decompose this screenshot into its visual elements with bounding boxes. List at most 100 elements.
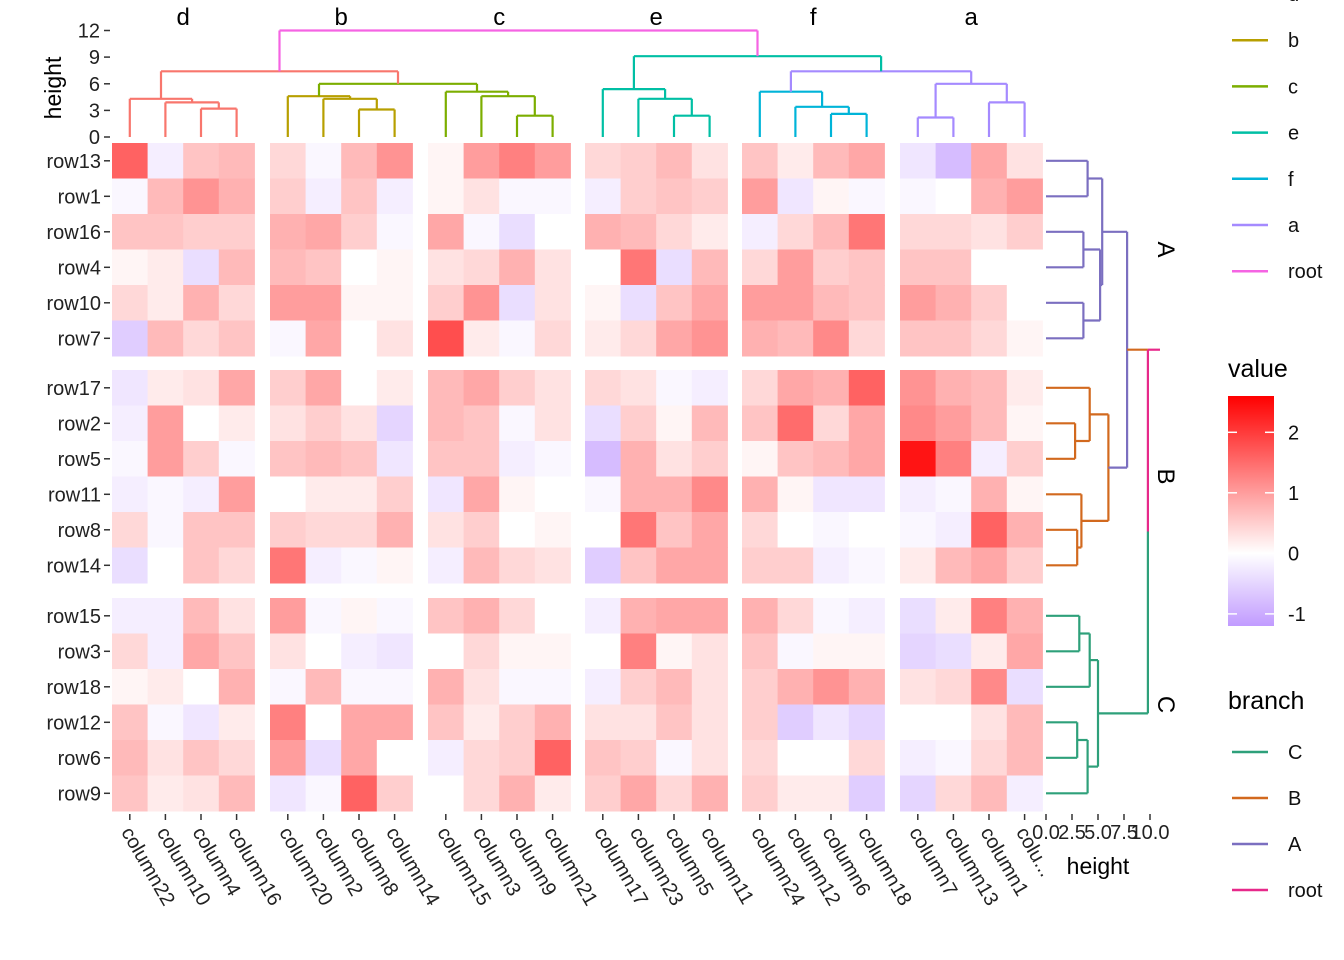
heatmap-cell	[183, 441, 220, 477]
heatmap-cell	[534, 476, 571, 513]
heatmap-cell	[777, 775, 814, 812]
heatmap-cell	[376, 633, 413, 670]
heatmap-cell	[428, 178, 465, 215]
heatmap-cell	[376, 178, 413, 215]
heatmap-cell	[900, 512, 937, 548]
heatmap-cell	[499, 441, 536, 477]
heatmap-cell	[777, 370, 814, 406]
heatmap-cell	[656, 441, 693, 477]
heatmap-cell	[218, 249, 255, 286]
heatmap-cell	[270, 178, 307, 215]
heatmap-cell	[777, 598, 814, 634]
heatmap-cell	[534, 405, 571, 442]
heatmap-cell	[971, 320, 1008, 357]
heatmap-cell	[848, 740, 885, 776]
heatmap-cell	[813, 285, 850, 321]
heatmap-cell	[848, 669, 885, 705]
heatmap-cell	[428, 512, 465, 548]
column-group-label: c	[493, 4, 505, 31]
heatmap-cell	[376, 740, 413, 776]
heatmap-cell	[585, 775, 622, 812]
heatmap-cell	[534, 214, 571, 250]
heatmap-cell	[1006, 633, 1043, 670]
heatmap-cell	[1006, 178, 1043, 215]
heatmap-cell	[499, 320, 536, 357]
heatmap-cell	[183, 547, 220, 584]
column-labels: column22column10column4column16column20c…	[116, 814, 1057, 910]
heatmap-cell	[270, 740, 307, 776]
heatmap-cell	[777, 320, 814, 357]
heatmap-cell	[534, 178, 571, 215]
heatmap-cell	[147, 441, 184, 477]
heatmap-cell	[585, 476, 622, 513]
heatmap-cell	[341, 178, 378, 215]
heatmap-cell	[218, 476, 255, 513]
heatmap-cell	[305, 441, 342, 477]
heatmap-cell	[147, 775, 184, 812]
heatmap-cell	[499, 476, 536, 513]
heatmap-cell	[848, 704, 885, 741]
heatmap-cell	[341, 285, 378, 321]
heatmap-cell	[620, 320, 657, 357]
heatmap-cell	[777, 512, 814, 548]
heatmap-cell	[341, 512, 378, 548]
heatmap-cell	[112, 740, 149, 776]
heatmap-cell	[585, 143, 622, 179]
heatmap-cell	[971, 285, 1008, 321]
row-label: row12	[47, 712, 101, 734]
heatmap-cell	[1006, 441, 1043, 477]
heatmap-cell	[777, 178, 814, 215]
heatmap-cell	[971, 405, 1008, 442]
heatmap-cell	[218, 633, 255, 670]
row-labels: row13 row1 row16 row4 row10 row7 row17 row2 row5…	[47, 151, 110, 805]
heatmap-cell	[305, 249, 342, 286]
heatmap-cell	[742, 598, 779, 634]
heatmap-cell	[112, 143, 149, 179]
heatmap-cell	[270, 512, 307, 548]
heatmap-cell	[900, 704, 937, 741]
heatmap-cell	[848, 370, 885, 406]
heatmap-cell	[848, 775, 885, 812]
heatmap-cell	[935, 178, 972, 215]
heatmap-cell	[270, 441, 307, 477]
axis-tick-label: 9	[89, 47, 100, 69]
heatmap-cell	[620, 547, 657, 584]
heatmap-cell	[848, 405, 885, 442]
heatmap-cell	[376, 547, 413, 584]
heatmap-cell	[147, 214, 184, 250]
heatmap-cell	[742, 405, 779, 442]
heatmap-cell	[112, 441, 149, 477]
heatmap-cell	[585, 598, 622, 634]
heatmap-cell	[499, 285, 536, 321]
row-label: row1	[58, 186, 101, 208]
heatmap-cell	[218, 370, 255, 406]
axis-tick-label: 10.0	[1131, 822, 1170, 844]
heatmap-cell	[1006, 476, 1043, 513]
heatmap-cell	[218, 178, 255, 215]
heatmap-cell	[656, 740, 693, 776]
heatmap-cell	[900, 214, 937, 250]
heatmap-cell	[147, 598, 184, 634]
axis-tick-label: 0	[89, 127, 100, 149]
heatmap-cell	[499, 249, 536, 286]
heatmap-cell	[112, 512, 149, 548]
heatmap-cell	[341, 249, 378, 286]
heatmap-cell	[585, 320, 622, 357]
heatmap-cell	[534, 669, 571, 705]
axis-tick-label: 3	[89, 100, 100, 122]
heatmap-cell	[656, 476, 693, 513]
heatmap-cell	[656, 143, 693, 179]
row-group-label: C	[1152, 696, 1179, 713]
heatmap-cell	[499, 704, 536, 741]
color-bar-label: 1	[1288, 483, 1299, 505]
heatmap-cell	[777, 633, 814, 670]
heatmap-cell	[270, 775, 307, 812]
heatmap-cell	[428, 633, 465, 670]
heatmap-cell	[147, 704, 184, 741]
heatmap-cell	[112, 598, 149, 634]
heatmap-cell	[341, 476, 378, 513]
heatmap-cell	[848, 547, 885, 584]
column-dendrogram-axis: height 0 3 6 9 12	[40, 21, 110, 149]
heatmap-cell	[742, 476, 779, 513]
